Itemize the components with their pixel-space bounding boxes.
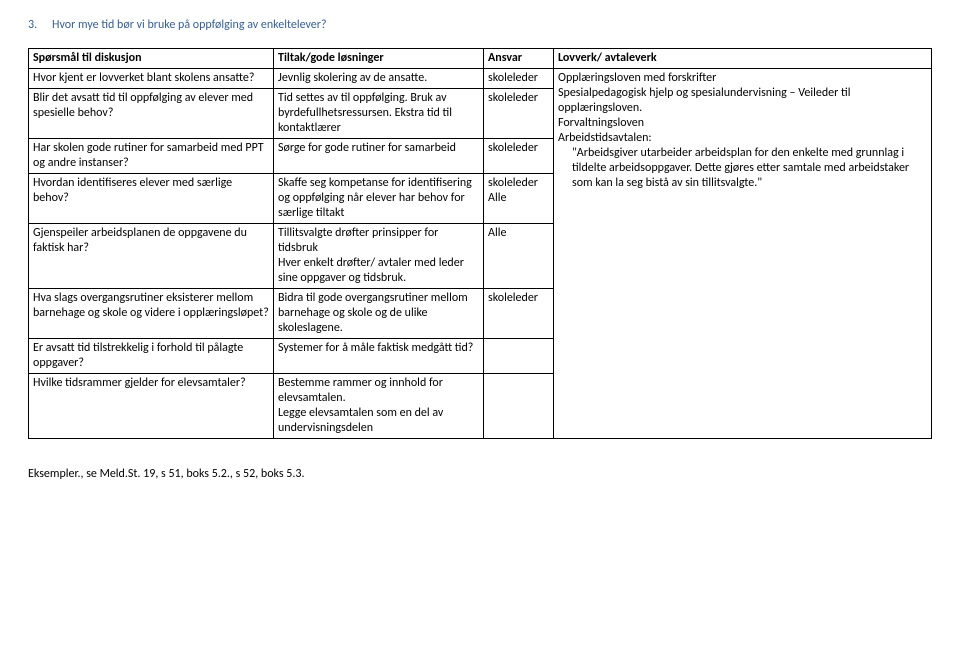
cell-question: Er avsatt tid tilstrekkelig i forhold ti…: [29, 339, 274, 374]
law-quote: "Arbeidsgiver utarbeider arbeidsplan for…: [558, 146, 927, 191]
table-row: Hvor kjent er lovverket blant skolens an…: [29, 69, 932, 89]
col-header-questions: Spørsmål til diskusjon: [29, 49, 274, 69]
cell-solution: Bidra til gode overgangsrutiner mellom b…: [274, 289, 484, 339]
cell-responsible: skoleleder: [484, 89, 554, 139]
cell-question: Hvor kjent er lovverket blant skolens an…: [29, 69, 274, 89]
col-header-responsible: Ansvar: [484, 49, 554, 69]
heading-number: 3.: [28, 18, 52, 32]
cell-solution: Sørge for gode rutiner for samarbeid: [274, 139, 484, 174]
law-line: Arbeidstidsavtalen:: [558, 131, 927, 146]
cell-solution: Bestemme rammer og innhold for elevsamta…: [274, 374, 484, 439]
cell-question: Hva slags overgangsrutiner eksisterer me…: [29, 289, 274, 339]
cell-solution: Jevnlig skolering av de ansatte.: [274, 69, 484, 89]
cell-solution: Tid settes av til oppfølging. Bruk av by…: [274, 89, 484, 139]
cell-responsible: skoleleder: [484, 289, 554, 339]
cell-question: Gjenspeiler arbeidsplanen de oppgavene d…: [29, 224, 274, 289]
responsible-line: Alle: [488, 191, 549, 206]
solution-line: Bestemme rammer og innhold for elevsamta…: [278, 376, 479, 406]
cell-question: Hvordan identifiseres elever med særlige…: [29, 174, 274, 224]
cell-question: Hvilke tidsrammer gjelder for elevsamtal…: [29, 374, 274, 439]
cell-responsible: skoleleder Alle: [484, 174, 554, 224]
cell-solution: Tillitsvalgte drøfter prinsipper for tid…: [274, 224, 484, 289]
cell-responsible: skoleleder: [484, 69, 554, 89]
heading-text: Hvor mye tid bør vi bruke på oppfølging …: [52, 18, 327, 32]
discussion-table: Spørsmål til diskusjon Tiltak/gode løsni…: [28, 48, 932, 439]
cell-responsible: Alle: [484, 224, 554, 289]
cell-solution: Systemer for å måle faktisk medgått tid?: [274, 339, 484, 374]
cell-responsible: [484, 374, 554, 439]
cell-question: Blir det avsatt tid til oppfølging av el…: [29, 89, 274, 139]
law-line: Opplæringsloven med forskrifter: [558, 71, 927, 86]
cell-responsible: skoleleder: [484, 139, 554, 174]
law-line: Spesialpedagogisk hjelp og spesialunderv…: [558, 86, 927, 116]
solution-line: Legge elevsamtalen som en del av undervi…: [278, 406, 479, 436]
cell-responsible: [484, 339, 554, 374]
col-header-solutions: Tiltak/gode løsninger: [274, 49, 484, 69]
solution-line: Hver enkelt drøfter/ avtaler med leder s…: [278, 256, 479, 286]
section-heading: 3. Hvor mye tid bør vi bruke på oppfølgi…: [28, 18, 932, 32]
cell-solution: Skaffe seg kompetanse for identifisering…: [274, 174, 484, 224]
solution-line: Tillitsvalgte drøfter prinsipper for tid…: [278, 226, 479, 256]
footer-reference: Eksempler., se Meld.St. 19, s 51, boks 5…: [28, 467, 932, 481]
cell-question: Har skolen gode rutiner for samarbeid me…: [29, 139, 274, 174]
col-header-law: Lovverk/ avtaleverk: [554, 49, 932, 69]
cell-law-merged: Opplæringsloven med forskrifter Spesialp…: [554, 69, 932, 439]
responsible-line: skoleleder: [488, 176, 549, 191]
table-header-row: Spørsmål til diskusjon Tiltak/gode løsni…: [29, 49, 932, 69]
law-line: Forvaltningsloven: [558, 116, 927, 131]
